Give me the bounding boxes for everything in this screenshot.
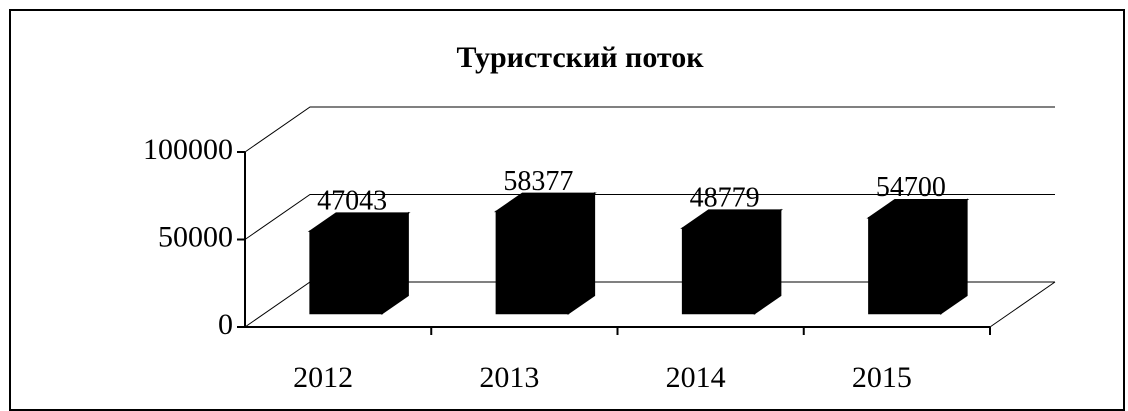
floor-edge [989, 281, 1056, 328]
value-label: 58377 [503, 166, 573, 197]
x-tick-label: 2015 [852, 361, 912, 394]
bar-face [567, 191, 596, 315]
bar-face [866, 199, 970, 219]
x-tick-label: 2013 [479, 361, 539, 394]
value-label: 48779 [690, 183, 760, 214]
bar-face [495, 210, 570, 315]
value-label: 54700 [876, 172, 946, 203]
bar-face [493, 192, 597, 213]
bar-face [868, 217, 942, 315]
bar [493, 191, 597, 315]
bar [866, 198, 970, 315]
value-label: 47043 [317, 186, 387, 217]
x-tick-label: 2012 [293, 361, 353, 394]
x-tick-label: 2014 [666, 361, 726, 394]
bar-face [940, 198, 968, 315]
bar-face [680, 209, 784, 229]
bar-face [307, 212, 411, 232]
bar [307, 211, 411, 315]
y-tick-label: 50000 [158, 220, 233, 253]
y-tick-label: 0 [218, 308, 233, 341]
grid-line [244, 194, 1055, 240]
y-tick-label: 100000 [143, 133, 233, 166]
bar-face [309, 230, 383, 315]
grid-line [244, 106, 1055, 153]
chart-frame [9, 9, 1125, 411]
bar-face [681, 227, 756, 315]
chart-title: Туристский поток [456, 41, 704, 74]
bar [680, 208, 784, 315]
